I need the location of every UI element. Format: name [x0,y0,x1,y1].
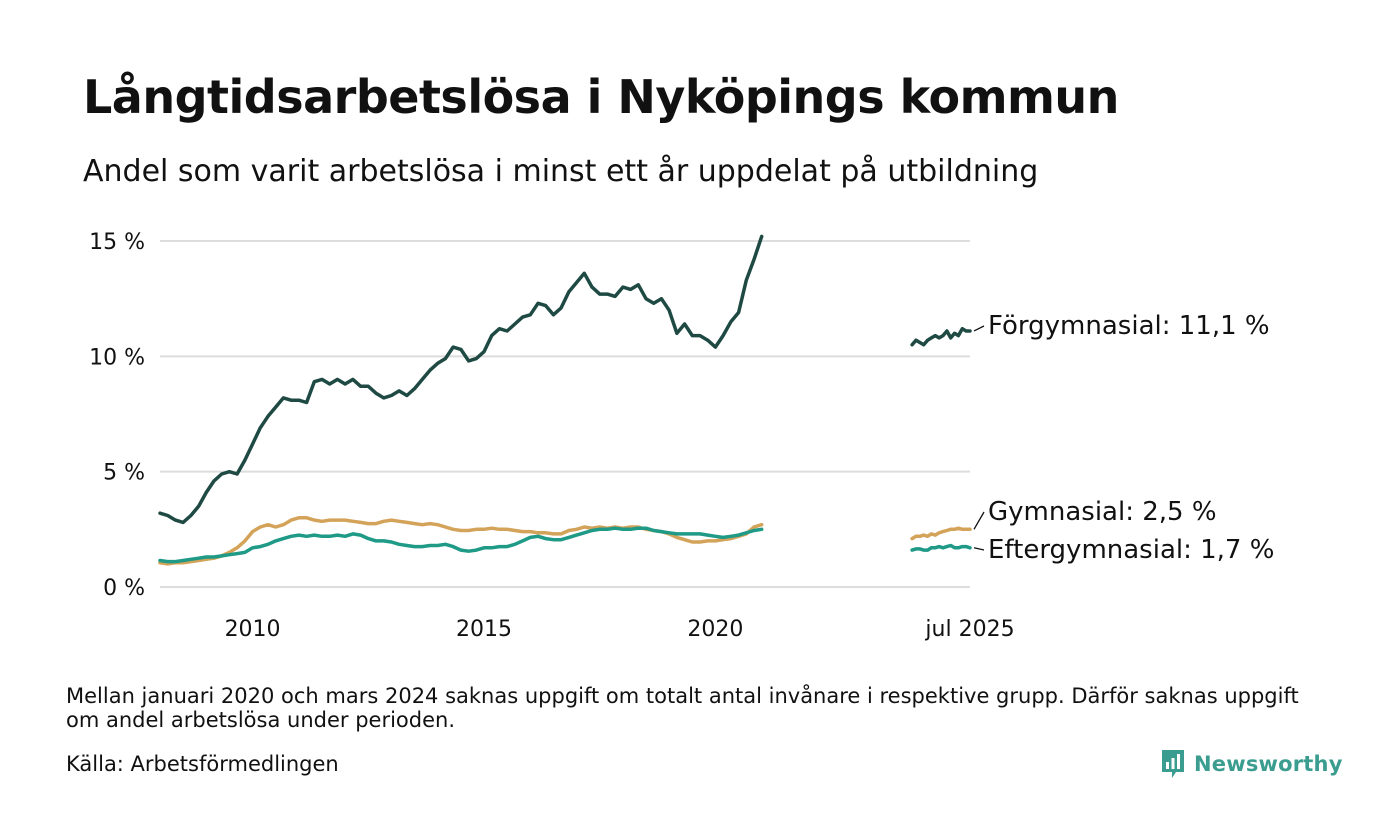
series-line-forgymnasial-1 [158,234,764,525]
y-tick-label: 10 % [89,345,145,370]
y-tick-label: 5 % [103,461,145,486]
x-tick-label: 2020 [687,617,743,642]
series-line-eftergymnasial-2 [910,543,972,552]
leader-line-forgymnasial [973,325,985,332]
series-line-gymnasial-2 [910,526,972,541]
x-axis-tick-labels: 2010 2015 2020 jul 2025 [225,617,1015,642]
series-lines [158,234,972,566]
y-tick-label: 15 % [89,230,145,255]
series-line-gymnasial-1 [158,516,764,566]
y-tick-label: 0 % [103,576,145,601]
grid-lines [160,240,970,588]
series-line-eftergymnasial-1 [158,526,764,564]
chart-title: Långtidsarbetslösa i Nyköpings kommun [83,70,1119,124]
y-axis-tick-labels: 0 % 5 % 10 % 15 % [89,230,145,601]
leader-line-gymnasial [973,511,985,530]
series-line-forgymnasial-2 [910,326,972,347]
x-tick-label: jul 2025 [924,617,1014,642]
series-label-forgymnasial: Förgymnasial: 11,1 % [988,311,1270,341]
source-note: Källa: Arbetsförmedlingen [66,752,339,776]
chart-subtitle: Andel som varit arbetslösa i minst ett å… [83,154,1039,189]
newsworthy-logo-text: Newsworthy [1194,752,1343,776]
series-label-eftergymnasial: Eftergymnasial: 1,7 % [988,535,1274,565]
line-chart: 0 % 5 % 10 % 15 % 2010 2015 2020 jul 2025 Förg… [89,230,1274,642]
series-end-labels: Förgymnasial: 11,1 % Gymnasial: 2,5 % Efte… [973,311,1274,565]
leader-line-eftergymnasial [973,547,985,551]
series-label-gymnasial: Gymnasial: 2,5 % [988,497,1217,527]
x-tick-label: 2010 [225,617,281,642]
newsworthy-logo: Newsworthy [1160,748,1343,780]
newsworthy-logo-icon [1162,750,1184,778]
x-tick-label: 2015 [456,617,512,642]
chart-footnote: Mellan januari 2020 och mars 2024 saknas… [66,684,1299,732]
